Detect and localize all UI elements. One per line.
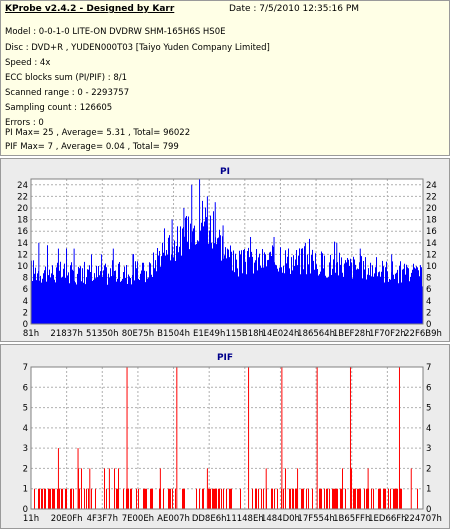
scan-date: Date : 7/5/2010 12:35:16 PM <box>229 4 360 14</box>
pi-y-tick-right: 20 <box>426 204 437 214</box>
pi-y-tick-left: 12 <box>17 250 28 260</box>
pif-bars <box>34 367 418 509</box>
pi-x-tick-label: 80E75h <box>122 329 154 339</box>
pif-chart: PIF 0 0 1 1 2 2 3 3 4 4 5 5 6 6 7 7 11h 20E0Fh 4F3F7h 7E00E… <box>23 353 442 524</box>
scan-info-panel: KProbe v2.4.2 - Designed by Karr Date : … <box>0 0 450 156</box>
pif-x-tick-label: 20E0Fh <box>51 514 83 524</box>
pi-y-tick-left: 0 <box>23 320 28 330</box>
pi-x-tick-label: B1504h <box>157 329 190 339</box>
pi-y-tick-right: 12 <box>426 250 437 260</box>
pif-x-tick-label: 17F554h <box>297 514 334 524</box>
pif-x-tick-label: 1B65FFh <box>333 514 370 524</box>
pif-y-tick-right: 1 <box>426 485 431 495</box>
pif-x-tick-label: 4F3F7h <box>87 514 118 524</box>
pif-y-tick-right: 4 <box>426 424 431 434</box>
pi-x-tick-label: 81h <box>23 329 39 339</box>
pi-chart-panel: PI 0 0 2 2 4 4 6 6 8 8 10 10 12 12 14 14 16 16 18 18 20 20 22 2… <box>0 158 450 342</box>
info-model: Model : 0-0-1-0 LITE-ON DVDRW SHM-165H6S… <box>5 27 226 37</box>
pi-y-tick-left: 22 <box>17 192 28 202</box>
pif-y-tick-right: 3 <box>426 444 431 454</box>
pi-y-tick-right: 0 <box>426 320 431 330</box>
info-scanned-range: Scanned range : 0 - 2293757 <box>5 88 130 98</box>
pi-y-tick-left: 2 <box>23 308 28 318</box>
pif-x-tick-label: 11h <box>23 514 39 524</box>
pi-y-tick-left: 6 <box>23 285 28 295</box>
pif-y-tick-left: 5 <box>23 404 28 414</box>
info-sampling-count: Sampling count : 126605 <box>5 103 113 113</box>
pi-y-tick-right: 4 <box>426 297 431 307</box>
pi-x-tick-label: 22F6B9h <box>404 329 442 339</box>
pif-y-tick-left: 6 <box>23 383 28 393</box>
pi-x-tick-label: 14E024h <box>262 329 300 339</box>
pi-y-tick-right: 14 <box>426 239 437 249</box>
info-speed: Speed : 4x <box>5 58 51 68</box>
info-ecc-sum: ECC blocks sum (PI/PIF) : 8/1 <box>5 73 128 83</box>
pi-y-tick-right: 22 <box>426 192 437 202</box>
pif-x-tick-label: AE007h <box>157 514 190 524</box>
pif-y-tick-right: 7 <box>426 363 431 373</box>
pif-x-tick-label: 224707h <box>404 514 442 524</box>
pif-plot-border <box>30 366 424 510</box>
pi-x-tick-label: 51350h <box>86 329 118 339</box>
info-errors: Errors : 0 <box>5 118 44 128</box>
pi-y-tick-right: 16 <box>426 227 437 237</box>
pif-y-tick-left: 7 <box>23 363 28 373</box>
pi-x-tick-label: 1BEF28h <box>333 329 371 339</box>
pi-y-tick-left: 14 <box>17 239 28 249</box>
pif-y-tick-right: 2 <box>426 464 431 474</box>
info-pif-stats: PIF Max= 7 , Average= 0.04 , Total= 799 <box>5 142 179 152</box>
pi-x-tick-label: 21837h <box>50 329 82 339</box>
pif-y-tick-left: 4 <box>23 424 28 434</box>
pif-plot-area <box>30 366 424 510</box>
pi-plot-border <box>30 178 424 325</box>
pi-y-tick-right: 2 <box>426 308 431 318</box>
pif-y-tick-right: 5 <box>426 404 431 414</box>
pi-chart-title: PI <box>220 167 230 177</box>
pi-y-tick-right: 24 <box>426 181 437 191</box>
pi-x-tick-label: 1F70F2h <box>369 329 406 339</box>
pi-y-tick-left: 8 <box>23 274 28 284</box>
pif-x-tick-label: DD8E6h <box>192 514 227 524</box>
pif-chart-panel: PIF 0 0 1 1 2 2 3 3 4 4 5 5 6 6 7 7 11h 20E0Fh 4F3F7h 7E00E… <box>0 344 450 529</box>
pi-y-tick-right: 18 <box>426 216 437 226</box>
pif-x-tick-label: 1484D0h <box>261 514 300 524</box>
pi-bars <box>31 179 423 324</box>
pi-y-tick-right: 6 <box>426 285 431 295</box>
pi-y-tick-left: 16 <box>17 227 28 237</box>
pi-x-tick-label: 115B18h <box>226 329 264 339</box>
pif-y-tick-left: 1 <box>23 485 28 495</box>
pif-y-tick-left: 2 <box>23 464 28 474</box>
pif-y-tick-left: 0 <box>23 505 28 515</box>
pif-x-tick-label: 7E00Eh <box>122 514 154 524</box>
pi-y-tick-left: 20 <box>17 204 28 214</box>
pif-y-tick-right: 0 <box>426 505 431 515</box>
pi-y-tick-left: 4 <box>23 297 28 307</box>
pif-y-tick-left: 3 <box>23 444 28 454</box>
info-pi-stats: PI Max= 25 , Average= 5.31 , Total= 9602… <box>5 128 191 138</box>
pi-y-tick-right: 8 <box>426 274 431 284</box>
app-title: KProbe v2.4.2 - Designed by Karr <box>5 4 175 14</box>
pi-y-tick-left: 10 <box>17 262 28 272</box>
pi-y-tick-left: 24 <box>17 181 28 191</box>
info-disc: Disc : DVD+R , YUDEN000T03 [Taiyo Yuden … <box>5 43 270 53</box>
pi-y-tick-left: 18 <box>17 216 28 226</box>
pi-y-tick-right: 10 <box>426 262 437 272</box>
pif-chart-title: PIF <box>217 353 233 363</box>
pi-x-tick-label: E1E49h <box>193 329 225 339</box>
pif-x-tick-label: 11148Eh <box>226 514 264 524</box>
pif-x-tick-label: 1ED66Fh <box>368 514 406 524</box>
pi-x-tick-label: 186564h <box>297 329 335 339</box>
pif-y-tick-right: 6 <box>426 383 431 393</box>
